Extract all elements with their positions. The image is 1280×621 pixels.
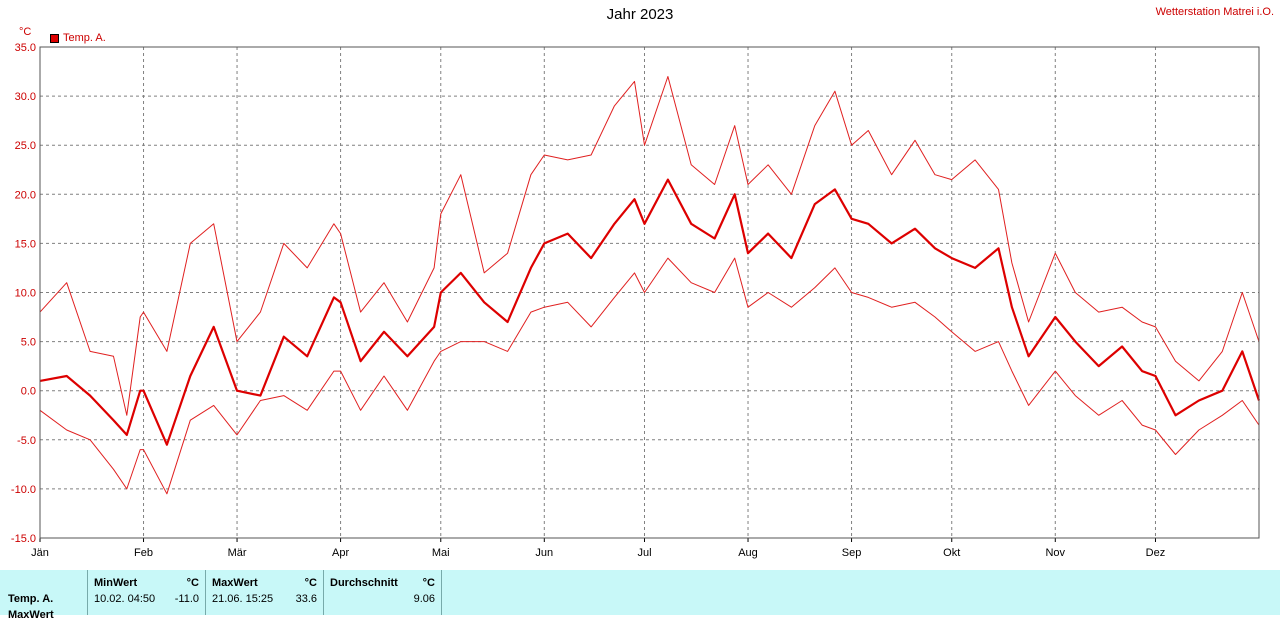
x-tick-label: Mai	[432, 547, 450, 559]
x-tick-label: Jun	[535, 547, 553, 559]
y-tick-label: 25.0	[15, 140, 36, 152]
x-tick-label: Feb	[134, 547, 153, 559]
stats-min-header: MinWert	[94, 577, 138, 589]
stats-row-label-2: MaxWert	[8, 609, 54, 621]
x-tick-label: Dez	[1146, 547, 1166, 559]
x-tick-label: Jän	[31, 547, 49, 559]
x-tick-label: Aug	[738, 547, 758, 559]
x-tick-label: Apr	[332, 547, 349, 559]
y-tick-label: -10.0	[11, 484, 36, 496]
stats-label-cell: Temp. A. MaxWert	[0, 570, 88, 621]
stats-max-datetime: 21.06. 15:25	[212, 593, 274, 605]
series-line-mean	[39, 178, 1261, 446]
stats-avg-header: Durchschnitt	[330, 577, 398, 589]
y-tick-label: 20.0	[15, 189, 36, 201]
chart-title: Jahr 2023	[606, 6, 674, 23]
y-tick-label: -15.0	[11, 533, 36, 545]
y-tick-label: 5.0	[21, 337, 36, 349]
legend-swatch	[50, 33, 59, 43]
legend: Temp. A.	[50, 32, 106, 44]
plot-frame	[39, 46, 1260, 539]
x-tick-label: Nov	[1045, 547, 1065, 559]
y-tick-label: -5.0	[17, 435, 36, 447]
station-name: Wetterstation Matrei i.O.	[1155, 6, 1274, 18]
stats-row-label: Temp. A.	[8, 593, 54, 605]
stats-min-datetime: 10.02. 04:50	[94, 593, 156, 605]
y-tick-label: 35.0	[15, 42, 36, 54]
series-line-max	[39, 76, 1260, 416]
x-tick-label: Sep	[842, 547, 862, 559]
legend-label: Temp. A.	[63, 32, 106, 44]
stats-panel: Temp. A. MaxWert MinWert °C 10.02. 04:50…	[0, 570, 1280, 621]
stats-max-unit: °C	[304, 577, 317, 589]
stats-max-value: 33.6	[295, 593, 317, 605]
stats-min-value: -11.0	[174, 593, 199, 605]
y-tick-label: 30.0	[15, 91, 36, 103]
x-tick-label: Jul	[637, 547, 651, 559]
y-tick-label: 0.0	[21, 386, 36, 398]
stats-min-cell: MinWert °C 10.02. 04:50 -11.0	[88, 570, 206, 615]
x-tick-label: Mär	[228, 547, 247, 559]
series-line-min	[39, 257, 1260, 495]
stats-avg-unit: °C	[422, 577, 435, 589]
x-tick-label: Okt	[943, 547, 960, 559]
stats-avg-cell: Durchschnitt °C 9.06	[324, 570, 442, 615]
temperature-chart: -15.0 -10.0 -5.0 0.0 5.0 10.0 15.0 20.0 25.0 30.0…	[11, 42, 1261, 559]
stats-avg-value: 9.06	[413, 593, 435, 605]
y-axis-unit: °C	[19, 26, 32, 38]
stats-max-cell: MaxWert °C 21.06. 15:25 33.6	[206, 570, 324, 615]
stats-max-header: MaxWert	[212, 577, 258, 589]
stats-min-unit: °C	[186, 577, 199, 589]
y-tick-label: 10.0	[15, 288, 36, 300]
y-tick-label: 15.0	[15, 238, 36, 250]
